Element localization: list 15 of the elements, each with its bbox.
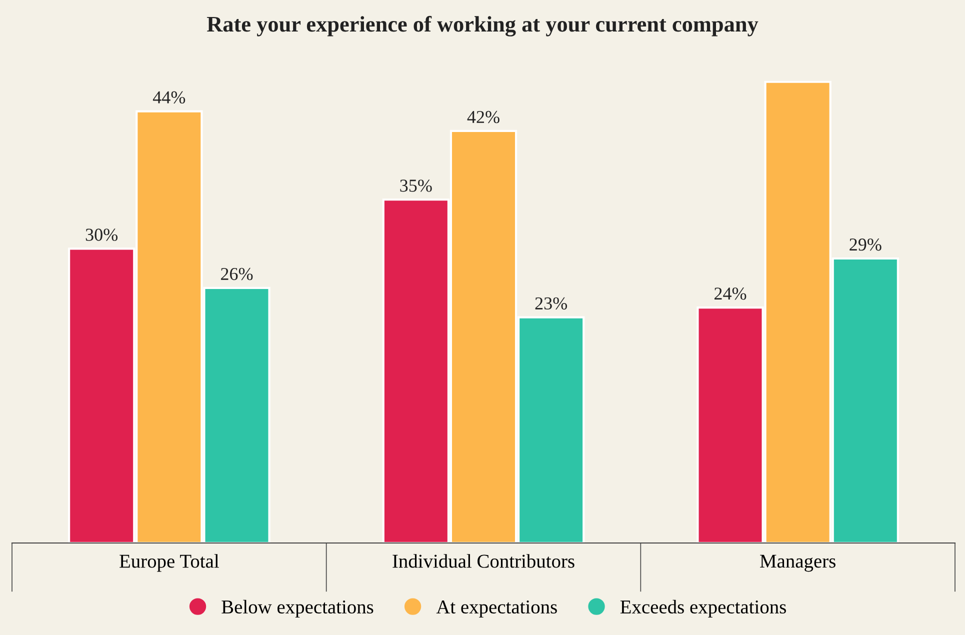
data-label: 29%: [850, 238, 882, 251]
chart-title: Rate your experience of working at your current company: [206, 16, 758, 36]
legend-label: Below expectations: [222, 600, 374, 618]
data-label: 26%: [220, 268, 253, 280]
data-label: 35%: [400, 180, 432, 192]
data-label: 30%: [86, 228, 118, 241]
data-label: 42%: [467, 110, 500, 124]
legend-label: Exceeds expectations: [620, 600, 786, 618]
data-label: 23%: [535, 297, 568, 310]
x-tick-label: Managers: [760, 554, 836, 572]
x-tick-label: Individual Contributors: [392, 554, 574, 568]
data-label: 24%: [714, 288, 746, 300]
data-label: 44%: [152, 91, 186, 104]
x-tick-label: Europe Total: [120, 554, 219, 572]
legend-label: At expectations: [436, 600, 557, 618]
